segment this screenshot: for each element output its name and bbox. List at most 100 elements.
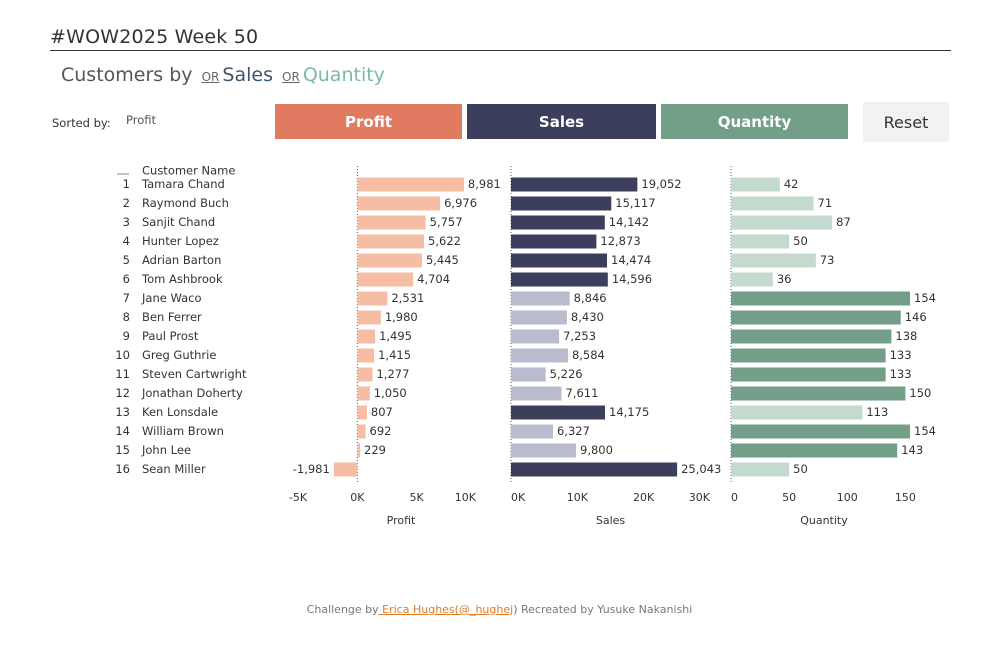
profit-value-label: 2,531	[391, 291, 424, 305]
quantity-value-label: 50	[793, 462, 808, 476]
sales-value-label: 8,430	[571, 310, 604, 324]
rank-label: 12	[115, 386, 130, 400]
sales-bar	[511, 234, 597, 249]
quantity-value-label: 71	[818, 196, 833, 210]
quantity-value-label: 87	[836, 215, 851, 229]
sales-value-label: 25,043	[681, 462, 721, 476]
sales-value-label: 12,873	[600, 234, 640, 248]
rank-label: 11	[115, 367, 130, 381]
sales-bar	[511, 215, 605, 230]
sales-value-label: 14,142	[609, 215, 649, 229]
rank-label: 5	[123, 253, 130, 267]
author-link[interactable]: Erica Hughes(@_hughej	[378, 603, 514, 616]
sales-value-label: 14,474	[611, 253, 651, 267]
quantity-bar	[731, 234, 790, 249]
profit-value-label: 4,704	[417, 272, 450, 286]
quantity-axis-title: Quantity	[800, 514, 848, 527]
quantity-bar	[731, 196, 814, 211]
subtitle-quantity: Quantity	[302, 64, 385, 86]
profit-tick-label: 10K	[455, 491, 477, 504]
profit-value-label: 807	[371, 405, 393, 419]
profit-bar	[333, 462, 358, 477]
customer-name-label: Tom Ashbrook	[141, 272, 223, 286]
quantity-bar	[731, 310, 901, 325]
sort-sales-button[interactable]: Sales	[467, 104, 656, 139]
quantity-tick-label: 0	[731, 491, 738, 504]
profit-tick-label: 5K	[410, 491, 425, 504]
sales-bar	[511, 462, 678, 477]
sales-bar	[511, 177, 638, 192]
profit-value-label: 692	[370, 424, 392, 438]
customer-name-label: William Brown	[142, 424, 224, 438]
rank-label: 16	[115, 462, 130, 476]
quantity-bar	[731, 291, 911, 306]
profit-bar	[357, 443, 361, 458]
quantity-bar	[731, 348, 886, 363]
quantity-value-label: 42	[784, 177, 799, 191]
customer-name-label: Adrian Barton	[142, 253, 221, 267]
quantity-bar	[731, 215, 833, 230]
subtitle-or-1: OR	[201, 70, 220, 84]
sales-value-label: 7,611	[565, 386, 598, 400]
sales-axis-title: Sales	[596, 514, 626, 527]
quantity-bar	[731, 443, 898, 458]
rank-label: 14	[115, 424, 130, 438]
profit-value-label: 229	[364, 443, 386, 457]
sort-quantity-button[interactable]: Quantity	[661, 104, 848, 139]
quantity-bar	[731, 386, 906, 401]
sales-value-label: 6,327	[557, 424, 590, 438]
profit-bar	[357, 253, 422, 268]
profit-value-label: 1,980	[385, 310, 418, 324]
rank-label: 2	[123, 196, 130, 210]
sales-value-label: 14,596	[612, 272, 652, 286]
customer-name-label: Hunter Lopez	[142, 234, 219, 248]
quantity-tick-label: 100	[837, 491, 858, 504]
quantity-value-label: 138	[895, 329, 917, 343]
dashboard-title: #WOW2025 Week 50	[50, 26, 259, 48]
sales-bar	[511, 367, 546, 382]
rank-label: 8	[123, 310, 130, 324]
quantity-value-label: 133	[890, 367, 912, 381]
profit-value-label: 5,445	[426, 253, 459, 267]
quantity-value-label: 154	[914, 291, 936, 305]
profit-bar	[357, 405, 367, 420]
profit-bar	[357, 272, 414, 287]
rank-label: 15	[115, 443, 130, 457]
customer-name-label: Jonathan Doherty	[141, 386, 243, 400]
quantity-bar	[731, 329, 892, 344]
customer-name-label: Sean Miller	[142, 462, 206, 476]
profit-bar	[357, 329, 376, 344]
profit-value-label: 8,981	[468, 177, 501, 191]
quantity-value-label: 113	[866, 405, 888, 419]
quantity-value-label: 36	[777, 272, 792, 286]
sales-tick-label: 20K	[633, 491, 655, 504]
subtitle-prefix: Customers by	[61, 64, 193, 86]
quantity-bar	[731, 367, 886, 382]
customer-name-label: Ben Ferrer	[142, 310, 202, 324]
sales-value-label: 7,253	[563, 329, 596, 343]
customer-name-label: Paul Prost	[142, 329, 199, 343]
quantity-bar	[731, 424, 911, 439]
rank-label: 1	[123, 177, 130, 191]
profit-tick-label: -5K	[289, 491, 308, 504]
rank-label: 9	[123, 329, 130, 343]
subtitle: Customers by OR Sales OR Quantity	[61, 64, 385, 86]
sales-bar	[511, 272, 608, 287]
profit-axis-title: Profit	[387, 514, 416, 527]
rank-label: 13	[115, 405, 130, 419]
profit-bar	[357, 196, 441, 211]
customer-name-label: Greg Guthrie	[142, 348, 216, 362]
sales-bar	[511, 329, 560, 344]
sales-value-label: 14,175	[609, 405, 649, 419]
quantity-bar	[731, 272, 773, 287]
sales-tick-label: 30K	[689, 491, 711, 504]
profit-bar	[357, 215, 426, 230]
customer-name-label: John Lee	[141, 443, 191, 457]
profit-value-label: 1,415	[378, 348, 411, 362]
quantity-bar	[731, 253, 816, 268]
sales-bar	[511, 424, 553, 439]
sort-profit-button[interactable]: Profit	[275, 104, 462, 139]
reset-button[interactable]: Reset	[863, 102, 949, 142]
sales-value-label: 15,117	[615, 196, 655, 210]
sales-tick-label: 10K	[567, 491, 589, 504]
